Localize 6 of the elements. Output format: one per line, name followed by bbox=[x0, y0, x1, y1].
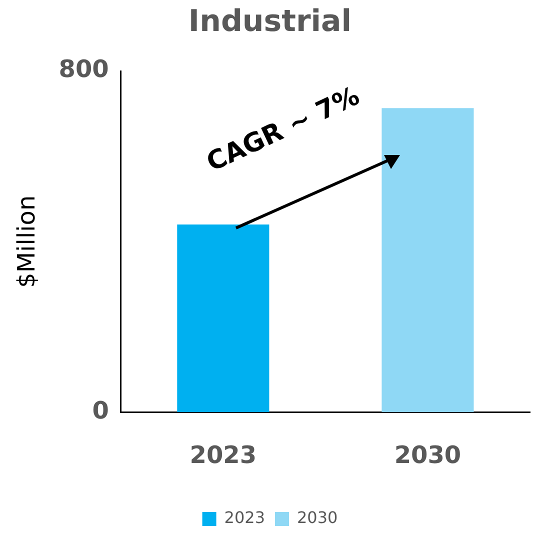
legend-label: 2030 bbox=[297, 508, 338, 528]
y-tick-label: 800 bbox=[58, 55, 109, 84]
chart-title: Industrial bbox=[188, 4, 352, 39]
y-axis-title: $Million bbox=[12, 195, 41, 288]
y-tick-label: 0 bbox=[92, 396, 109, 424]
legend-label: 2023 bbox=[224, 508, 265, 528]
